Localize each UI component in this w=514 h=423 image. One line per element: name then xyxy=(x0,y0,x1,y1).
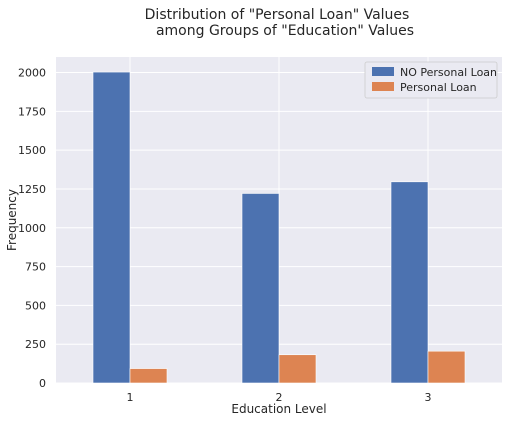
bar-personal-loan-2 xyxy=(278,354,317,384)
y-tick-label: 1000 xyxy=(18,222,46,235)
y-tick-label: 2000 xyxy=(18,67,46,80)
legend-label-personal-loan: Personal Loan xyxy=(400,81,477,94)
y-tick-label: 0 xyxy=(39,377,46,390)
x-tick-label: 2 xyxy=(276,391,283,404)
y-axis-label: Frequency xyxy=(5,189,19,251)
x-tick-labels: 1 2 3 xyxy=(127,391,432,404)
y-tick-label: 750 xyxy=(25,261,46,274)
legend-swatch-personal-loan xyxy=(372,82,394,91)
bars xyxy=(92,71,466,384)
x-tick-label: 3 xyxy=(425,391,432,404)
x-tick-label: 1 xyxy=(127,391,134,404)
chart-title-line-1: Distribution of "Personal Loan" Values xyxy=(145,7,410,23)
y-tick-label: 1500 xyxy=(18,144,46,157)
y-tick-label: 250 xyxy=(25,338,46,351)
chart-title-line-2: among Groups of "Education" Values xyxy=(156,23,414,39)
bar-no-personal-loan-2 xyxy=(241,193,280,384)
y-tick-labels: 0 250 500 750 1000 1250 1500 1750 2000 xyxy=(18,67,46,390)
bar-personal-loan-3 xyxy=(427,350,466,384)
y-tick-label: 1750 xyxy=(18,105,46,118)
legend-label-no-personal-loan: NO Personal Loan xyxy=(400,66,497,79)
bar-no-personal-loan-3 xyxy=(390,181,429,384)
legend-box xyxy=(364,61,498,99)
x-axis-label: Education Level xyxy=(231,402,326,416)
y-tick-label: 1250 xyxy=(18,183,46,196)
bar-no-personal-loan-1 xyxy=(92,71,131,384)
bar-personal-loan-1 xyxy=(129,368,168,384)
y-tick-label: 500 xyxy=(25,299,46,312)
legend-swatch-no-personal-loan xyxy=(372,67,394,76)
legend: NO Personal Loan Personal Loan xyxy=(364,61,498,99)
